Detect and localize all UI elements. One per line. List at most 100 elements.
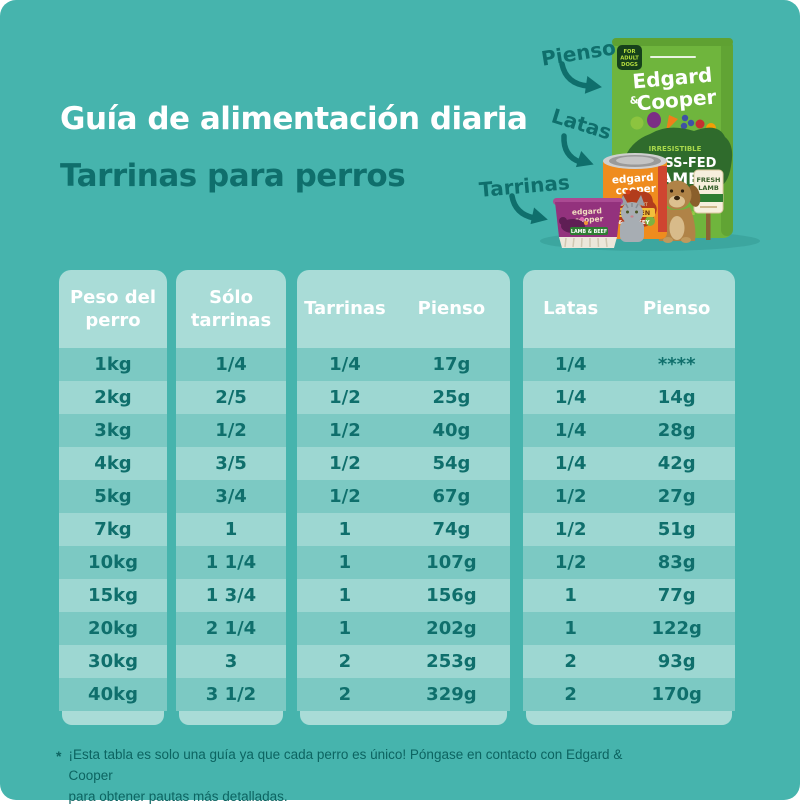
footnote-line2: para obtener pautas más detalladas. xyxy=(68,788,288,804)
table-row: 20kg xyxy=(59,612,167,645)
table-row: 7kg xyxy=(59,513,167,546)
table-cell: 77g xyxy=(657,585,696,606)
footnote: * ¡Esta tabla es solo una guía ya que ca… xyxy=(56,745,656,808)
table-only-trays: Sólo tarrinas 1/4 2/5 1/2 3/5 3/4 1 1 1/4 1 3/4… xyxy=(176,270,286,725)
table-cell: 40g xyxy=(432,420,471,441)
table-cell: 1 xyxy=(338,519,352,540)
table-row: 5kg xyxy=(59,480,167,513)
table-row: 1/2 xyxy=(176,414,286,447)
table-cell: 25g xyxy=(432,387,471,408)
table-cell: 253g xyxy=(426,651,477,672)
sign-text-line2: LAMB xyxy=(698,184,719,192)
table-header-cans-kibble: Latas Pienso xyxy=(523,270,735,348)
fresh-lamb-sign: FRESH LAMB xyxy=(693,169,724,240)
table-cell: 2 xyxy=(564,684,577,705)
cat xyxy=(619,195,645,242)
latas-arrow xyxy=(561,133,583,165)
table-cell: 1/2 xyxy=(329,420,361,441)
table-cell: 2 xyxy=(564,651,577,672)
tarrinas-arrow xyxy=(509,193,537,221)
table-cell: 1/4 xyxy=(554,387,587,408)
table-row: 10kg xyxy=(59,546,167,579)
table-cell: 1 xyxy=(564,585,577,606)
table-header-weight: Peso del perro xyxy=(59,270,167,348)
tarrinas-arrowhead xyxy=(530,207,548,225)
column-header-tarrinas: Tarrinas xyxy=(304,298,386,320)
table-row: 1/2 25g xyxy=(297,381,510,414)
table-cell: 1 xyxy=(338,552,352,573)
table-row: 1/4 14g xyxy=(523,381,735,414)
table-cell: 93g xyxy=(657,651,696,672)
table-row: 2 93g xyxy=(523,645,735,678)
bag-badge xyxy=(617,45,642,70)
table-row: 3/5 xyxy=(176,447,286,480)
bag-badge-text: FOR xyxy=(624,49,636,55)
table-cell: 3 xyxy=(224,651,238,672)
table-cell: 1kg xyxy=(94,354,132,375)
table-cell: 83g xyxy=(657,552,696,573)
table-row: 2 1/4 xyxy=(176,612,286,645)
table-cell: 30kg xyxy=(88,651,138,672)
table-cell: 15kg xyxy=(88,585,138,606)
table-row: 1/2 40g xyxy=(297,414,510,447)
table-row: 2 329g xyxy=(297,678,510,711)
table-cell: 27g xyxy=(657,486,696,507)
svg-text:DOGS: DOGS xyxy=(621,62,638,68)
table-row: 1/2 51g xyxy=(523,513,735,546)
footnote-text: ¡Esta tabla es solo una guía ya que cada… xyxy=(68,745,656,808)
table-cell: 40kg xyxy=(88,684,138,705)
table-cell: 1/4 xyxy=(215,354,247,375)
table-cell: 1 xyxy=(338,585,352,606)
table-cell: 17g xyxy=(432,354,471,375)
table-cell: 202g xyxy=(426,618,477,639)
table-trays-kibble: Tarrinas Pienso 1/4 17g 1/2 25g 1/2 40g 1/2 54g… xyxy=(297,270,510,725)
table-row: 2kg xyxy=(59,381,167,414)
table-cell: 2kg xyxy=(94,387,132,408)
page-title: Guía de alimentación diaria xyxy=(60,101,528,137)
table-row: 1 77g xyxy=(523,579,735,612)
footnote-line1: ¡Esta tabla es solo una guía ya que cada… xyxy=(68,747,623,783)
pienso-arrowhead xyxy=(584,75,602,94)
table-cell: 156g xyxy=(426,585,477,606)
table-row: 15kg xyxy=(59,579,167,612)
table-row: 3kg xyxy=(59,414,167,447)
table-cell: 1/4 xyxy=(554,354,587,375)
tray-brand-line2: cooper xyxy=(574,214,604,225)
table-row: 3 xyxy=(176,645,286,678)
table-cell: 1/2 xyxy=(329,486,361,507)
table-row: 40kg xyxy=(59,678,167,711)
table-cell: 3/4 xyxy=(215,486,247,507)
table-body-weight: 1kg 2kg 3kg 4kg 5kg 7kg 10kg 15kg 20kg 30kg 40kg xyxy=(59,348,167,711)
table-row: 1/4 **** xyxy=(523,348,735,381)
table-cell: 1/2 xyxy=(215,420,247,441)
table-cans-kibble: Latas Pienso 1/4 **** 1/4 14g 1/4 28g 1/4 42g 1/… xyxy=(523,270,735,725)
table-row: 1 74g xyxy=(297,513,510,546)
table-bottom-cap xyxy=(526,711,732,725)
table-cell: 2/5 xyxy=(215,387,247,408)
table-row: 30kg xyxy=(59,645,167,678)
table-header-only-trays: Sólo tarrinas xyxy=(176,270,286,348)
table-cell: 10kg xyxy=(88,552,138,573)
footnote-marker: * xyxy=(56,748,62,764)
column-header-pienso: Pienso xyxy=(642,298,711,320)
table-cell: 2 xyxy=(338,651,352,672)
page-subtitle: Tarrinas para perros xyxy=(60,158,406,194)
table-cell: 2 xyxy=(338,684,352,705)
can-brand-line1: edgard xyxy=(611,172,654,187)
table-cell: 67g xyxy=(432,486,471,507)
table-row: 1 122g xyxy=(523,612,735,645)
sign-text-line1: FRESH xyxy=(696,176,720,184)
latas-arrowhead xyxy=(575,150,594,168)
table-cell: 51g xyxy=(657,519,696,540)
pienso-arrow xyxy=(559,61,591,89)
tray-brand-line1: edgard xyxy=(572,206,602,217)
table-cell: 3 1/2 xyxy=(205,684,257,705)
table-body-cans-kibble: 1/4 **** 1/4 14g 1/4 28g 1/4 42g 1/2 27g 1/2 51g 1/2… xyxy=(523,348,735,711)
table-row: 1/2 27g xyxy=(523,480,735,513)
table-row: 1 3/4 xyxy=(176,579,286,612)
table-row: 1/4 xyxy=(176,348,286,381)
table-header-trays-kibble: Tarrinas Pienso xyxy=(297,270,510,348)
food-tray: edgard cooper LAMB & BEEF xyxy=(553,198,623,248)
svg-text:ADULT: ADULT xyxy=(620,56,639,62)
